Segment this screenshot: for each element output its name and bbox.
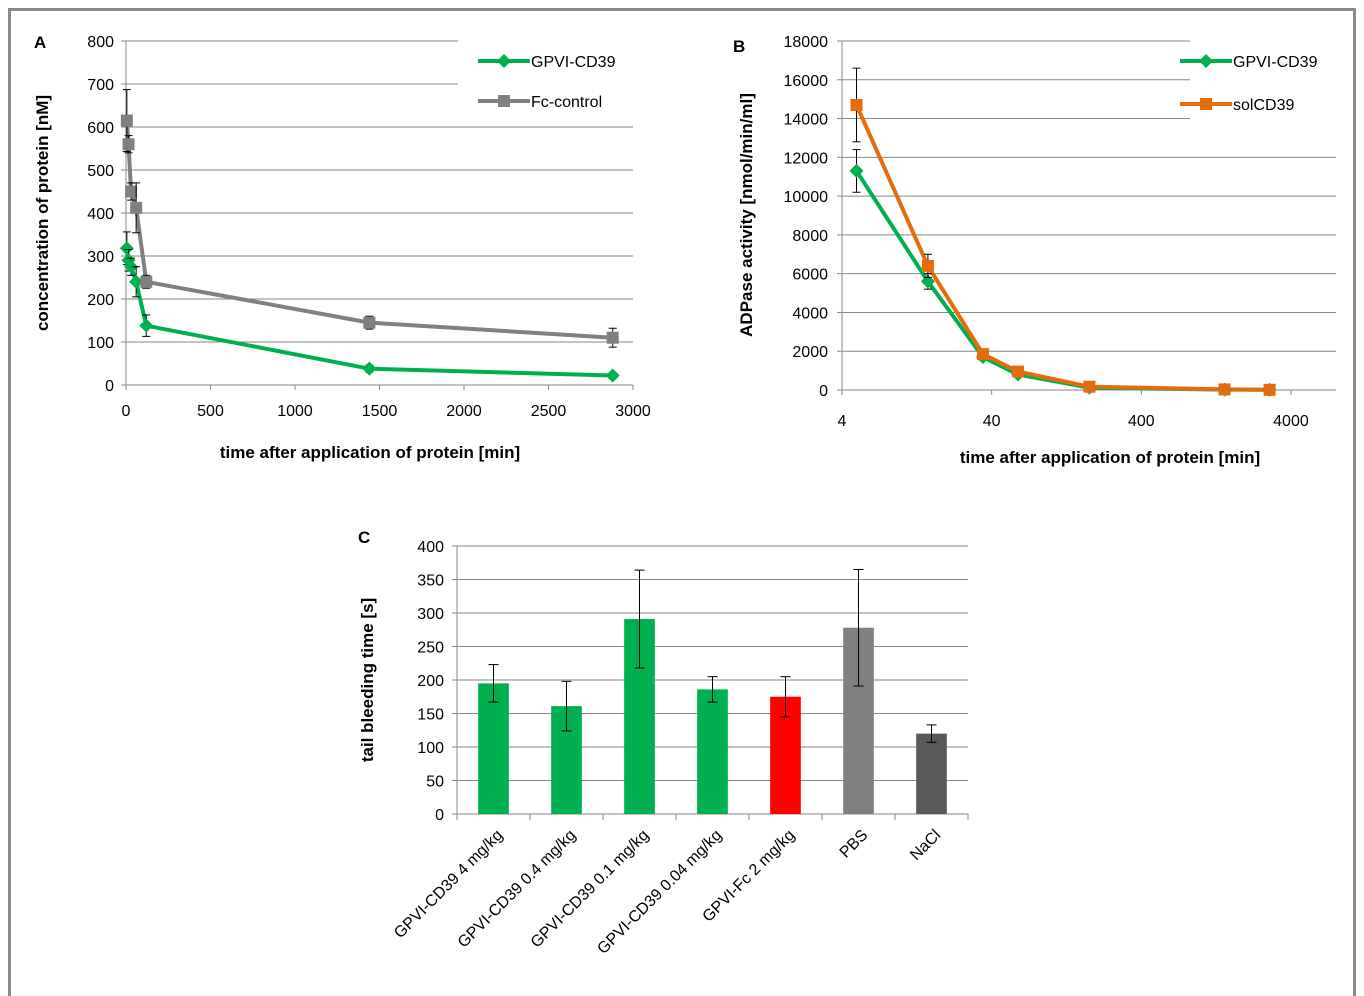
chart-c-category-label: GPVI-CD39 0.1 mg/kg: [528, 827, 653, 952]
chart-b-ytick-label: 2000: [792, 344, 828, 361]
chart-b-xtick-label: 4000: [1273, 413, 1309, 430]
chart-b-ytick-label: 18000: [784, 34, 829, 51]
chart-c-ytick-label: 300: [417, 606, 444, 623]
chart-a-xtick-label: 2000: [446, 403, 482, 420]
chart-c-ytick-label: 50: [426, 774, 444, 791]
chart-a-point: [125, 185, 138, 198]
chart-a-point: [140, 275, 153, 288]
chart-b-series-line: [854, 104, 1270, 392]
panel-label-c: C: [358, 528, 370, 547]
chart-c-ytick-label: 200: [417, 673, 444, 690]
chart-a-point: [363, 316, 376, 329]
chart-a-point: [124, 259, 139, 274]
chart-b-legend-marker: [1199, 54, 1213, 68]
panel-label-b: B: [733, 37, 745, 56]
chart-a-xtick-label: 2500: [531, 403, 567, 420]
chart-a-ytick-label: 600: [87, 120, 114, 137]
chart-a-point: [362, 361, 377, 376]
chart-b-point: [976, 348, 989, 361]
chart-c-ytick-label: 400: [417, 539, 444, 556]
chart-c-ytick-label: 100: [417, 740, 444, 757]
chart-c-category-label: NaCl: [907, 827, 944, 864]
chart-a-ytick-label: 200: [87, 292, 114, 309]
chart-a-point: [119, 241, 134, 256]
chart-a-ytick-label: 800: [87, 34, 114, 51]
chart-a-point: [120, 114, 133, 127]
figure-frame: [8, 8, 1356, 996]
chart-a-point: [605, 368, 620, 383]
chart-b-xlabel: time after application of protein [min]: [960, 448, 1260, 467]
chart-b-ytick-label: 0: [819, 383, 828, 400]
chart-a-xtick-label: 0: [122, 403, 131, 420]
chart-a-legend-label: Fc-control: [531, 94, 602, 111]
chart-b-point: [921, 259, 934, 272]
chart-a-point: [122, 138, 135, 151]
chart-a-series-line: [124, 120, 613, 340]
chart-c-category-label: PBS: [837, 827, 872, 862]
chart-b-xtick-label: 4: [838, 413, 847, 430]
chart-b-series-line: [854, 169, 1270, 392]
chart-b-ytick-label: 10000: [784, 189, 829, 206]
chart-a-legend-marker: [498, 95, 510, 107]
panel-label-a: A: [34, 33, 46, 52]
chart-a-xtick-label: 500: [197, 403, 224, 420]
chart-c-bar: [478, 683, 509, 814]
chart-a-xlabel: time after application of protein [min]: [220, 443, 520, 462]
chart-b-ytick-label: 8000: [792, 228, 828, 245]
chart-a-ytick-label: 0: [105, 378, 114, 395]
chart-b-legend-label: solCD39: [1233, 97, 1294, 114]
chart-a-ytick-label: 400: [87, 206, 114, 223]
chart-a: A time after application of protein [min…: [33, 33, 651, 462]
chart-b-point: [849, 163, 864, 178]
chart-a-point: [139, 318, 154, 333]
chart-c-ytick-label: 250: [417, 640, 444, 657]
chart-b-ytick-label: 4000: [792, 305, 828, 322]
chart-c-bar: [697, 689, 728, 814]
chart-a-point: [606, 331, 619, 344]
chart-c: C tail bleeding time [s] 0 50 100 150 200 250…: [358, 528, 969, 958]
chart-a-point: [129, 274, 144, 289]
chart-b-point: [1263, 383, 1276, 396]
chart-b-ytick-label: 14000: [784, 112, 829, 129]
chart-b: B time after application of protein [min…: [733, 34, 1336, 467]
chart-b-ytick-label: 6000: [792, 267, 828, 284]
chart-a-legend-label: GPVI-CD39: [531, 54, 616, 71]
chart-c-category-label: GPVI-CD39 0.04 mg/kg: [594, 827, 725, 958]
chart-b-point: [1083, 380, 1096, 393]
chart-a-xtick-label: 3000: [615, 403, 651, 420]
chart-a-xtick-label: 1000: [277, 403, 313, 420]
chart-c-ylabel: tail bleeding time [s]: [358, 598, 377, 762]
chart-a-ytick-label: 300: [87, 249, 114, 266]
chart-a-ylabel: concentration of protein [nM]: [33, 95, 52, 331]
chart-c-ytick-label: 150: [417, 707, 444, 724]
chart-b-ytick-label: 16000: [784, 73, 829, 90]
chart-b-legend-marker: [1200, 98, 1212, 110]
chart-b-point: [1012, 365, 1025, 378]
chart-a-xtick-label: 1500: [362, 403, 398, 420]
chart-c-category-label: GPVI-CD39 0.4 mg/kg: [455, 827, 580, 952]
chart-a-ytick-label: 500: [87, 163, 114, 180]
chart-a-series-line: [124, 247, 613, 378]
chart-b-point: [850, 98, 863, 111]
chart-a-legend-marker: [497, 54, 511, 68]
chart-b-legend-label: GPVI-CD39: [1233, 54, 1318, 71]
chart-b-xtick-label: 40: [983, 413, 1001, 430]
chart-c-ytick-label: 0: [435, 807, 444, 824]
chart-c-bar: [916, 733, 947, 814]
chart-c-ytick-label: 350: [417, 573, 444, 590]
chart-a-point: [130, 201, 143, 214]
chart-b-xtick-label: 400: [1128, 413, 1155, 430]
chart-b-ylabel: ADPase activity [nmol/min/ml]: [737, 93, 756, 337]
chart-a-ytick-label: 100: [87, 335, 114, 352]
chart-a-ytick-label: 700: [87, 77, 114, 94]
chart-b-ytick-label: 12000: [784, 150, 829, 167]
chart-b-point: [1218, 383, 1231, 396]
